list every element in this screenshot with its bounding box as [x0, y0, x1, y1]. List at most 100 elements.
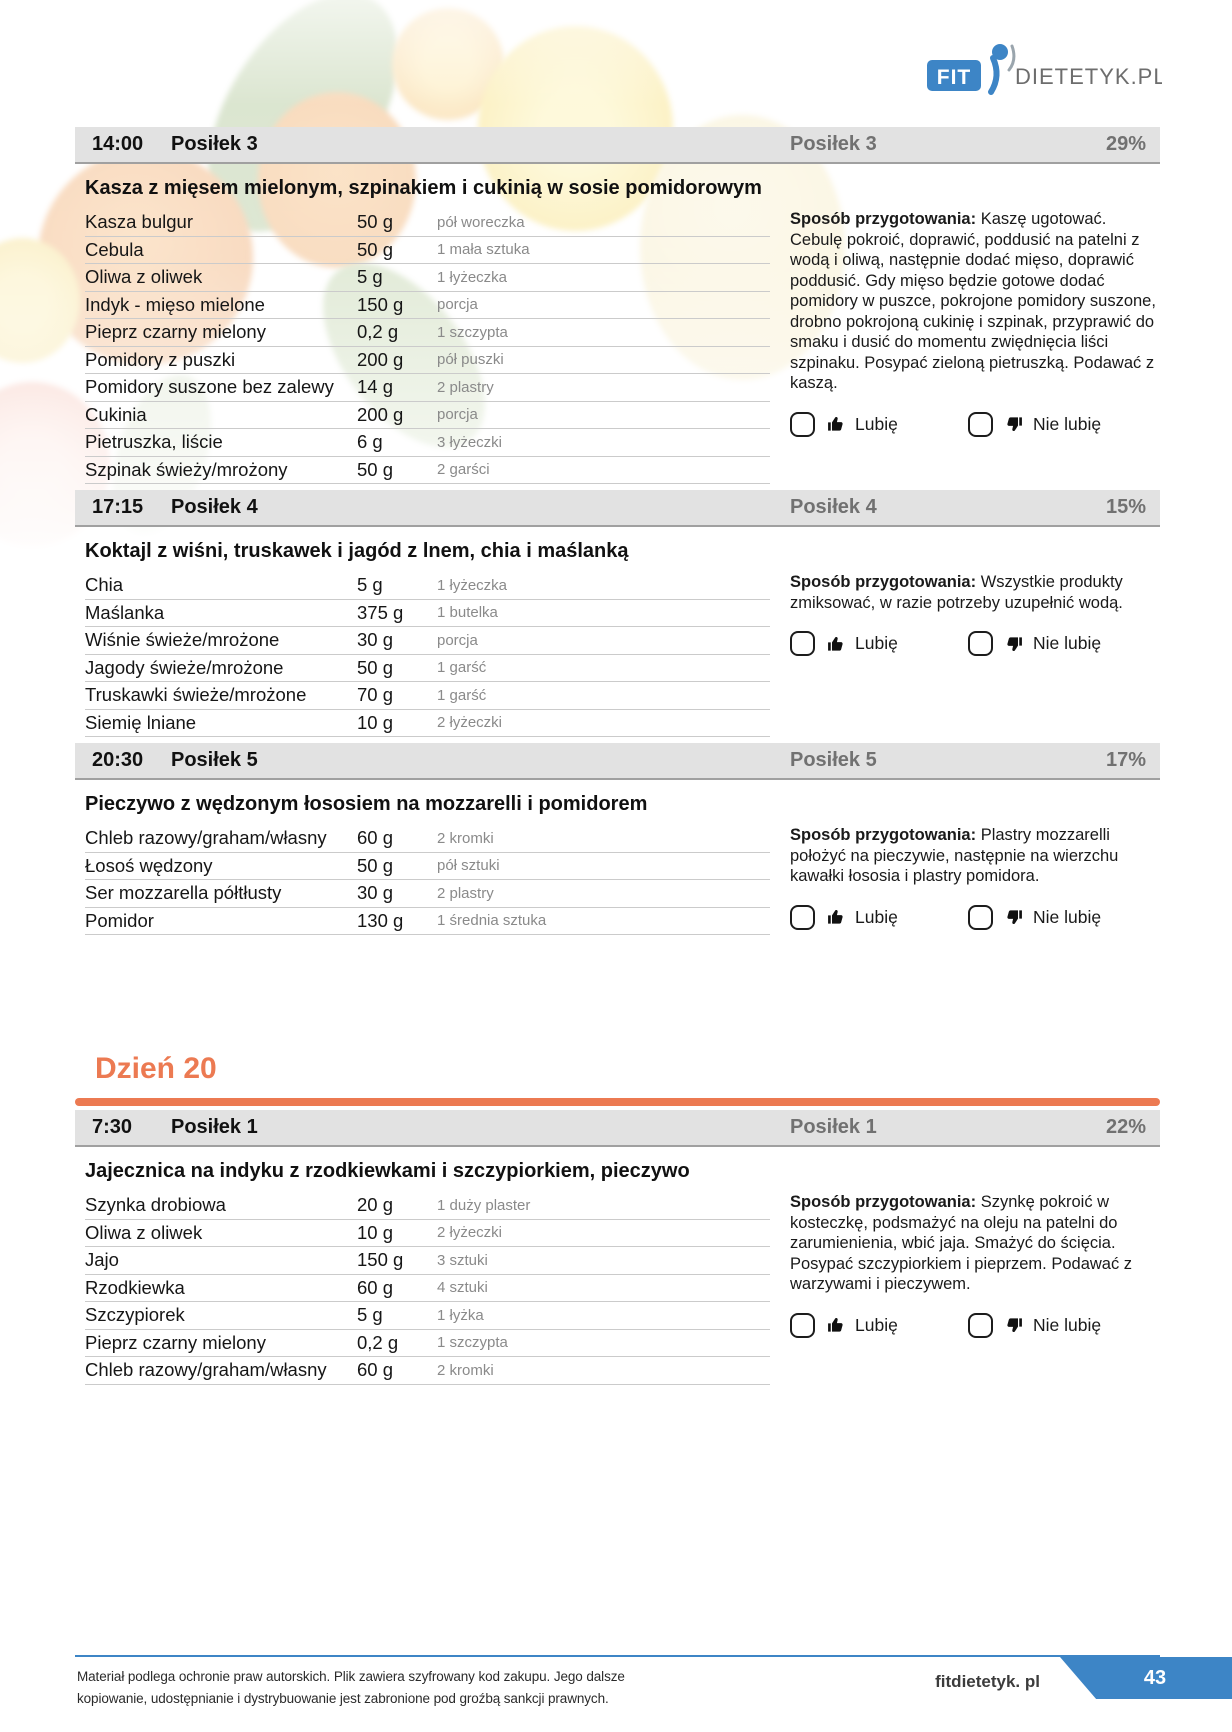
ingredient-name: Cukinia — [85, 403, 147, 425]
meal-header-bar: 14:00 Posiłek 3 Posiłek 3 29% — [75, 127, 1160, 164]
ingredient-amount: 5 g — [357, 574, 383, 596]
ingredient-row: Kasza bulgur 50 g pół woreczka — [85, 209, 770, 237]
ingredients-table: Chleb razowy/graham/własny 60 g 2 kromki… — [85, 825, 770, 935]
ingredient-row: Pietruszka, liście 6 g 3 łyżeczki — [85, 429, 770, 457]
ingredient-amount: 50 g — [357, 656, 394, 678]
ingredient-household-measure: 2 łyżeczki — [437, 714, 503, 732]
ingredient-household-measure: porcja — [437, 296, 478, 314]
preparation-text: Sposób przygotowania: Wszystkie produkty… — [790, 572, 1160, 613]
ingredient-household-measure: 3 łyżeczki — [437, 433, 503, 451]
ingredient-amount: 50 g — [357, 211, 394, 233]
meal-time: 14:00 — [92, 133, 144, 155]
like-checkbox[interactable] — [790, 411, 815, 437]
ingredient-amount: 150 g — [357, 1249, 404, 1271]
logo-person-head — [992, 44, 1008, 60]
dislike-group: Nie lubię — [968, 904, 1146, 930]
ingredient-row: Siemię lniane 10 g 2 łyżeczki — [85, 710, 770, 737]
like-checkbox[interactable] — [790, 631, 815, 656]
recipe-title: Pieczywo z wędzonym łososiem na mozzarel… — [85, 793, 648, 815]
ingredient-row: Cebula 50 g 1 mała sztuka — [85, 237, 770, 264]
ingredient-name: Cebula — [85, 238, 144, 260]
preparation-column: Sposób przygotowania: Wszystkie produkty… — [790, 572, 1160, 656]
footer-copyright: Materiał podlega ochronie praw autorskic… — [77, 1666, 625, 1711]
meal-label: Posiłek 3 — [790, 133, 877, 155]
ingredient-household-measure: 1 garść — [437, 659, 487, 677]
ingredient-row: Maślanka 375 g 1 butelka — [85, 600, 770, 627]
ingredient-household-measure: 1 łyżeczka — [437, 576, 508, 594]
ingredient-row: Wiśnie świeże/mrożone 30 g porcja — [85, 627, 770, 655]
ingredient-amount: 150 g — [357, 293, 404, 315]
ingredient-name: Jagody świeże/mrożone — [85, 656, 284, 678]
like-label: Lubię — [855, 633, 898, 653]
thumb-down-icon — [1007, 417, 1022, 432]
meal-name: Posiłek 5 — [171, 749, 258, 771]
preparation-text: Sposób przygotowania: Kaszę ugotować. Ce… — [790, 209, 1160, 394]
meal-name: Posiłek 1 — [171, 1116, 258, 1138]
preparation-column: Sposób przygotowania: Kaszę ugotować. Ce… — [790, 209, 1160, 437]
ingredient-amount: 70 g — [357, 684, 394, 706]
dislike-checkbox[interactable] — [968, 1312, 993, 1338]
ingredient-row: Oliwa z oliwek 10 g 2 łyżeczki — [85, 1220, 770, 1247]
dislike-checkbox[interactable] — [968, 904, 993, 930]
like-checkbox[interactable] — [790, 1312, 815, 1338]
ingredient-row: Pomidor 130 g 1 średnia sztuka — [85, 908, 770, 935]
ingredient-amount: 60 g — [357, 1359, 394, 1381]
logo-person-body — [988, 55, 1000, 95]
dislike-checkbox[interactable] — [968, 631, 993, 656]
ingredient-amount: 10 g — [357, 1221, 394, 1243]
fitdietetyk-logo: FIT DIETETYK.PL — [927, 38, 1166, 103]
ingredient-household-measure: 2 łyżeczki — [437, 1224, 503, 1242]
ingredient-amount: 60 g — [357, 1276, 394, 1298]
preparation-body: Kaszę ugotować. Cebulę pokroić, doprawić… — [790, 210, 1156, 392]
footer-divider-line — [75, 1655, 1160, 1657]
ingredient-amount: 50 g — [357, 854, 394, 876]
ingredient-amount: 50 g — [357, 458, 394, 480]
ingredient-row: Rzodkiewka 60 g 4 sztuki — [85, 1275, 770, 1302]
ingredient-amount: 30 g — [357, 882, 394, 904]
dislike-group: Nie lubię — [968, 411, 1146, 437]
like-group: Lubię — [790, 1312, 968, 1338]
ingredient-amount: 50 g — [357, 238, 394, 260]
footer-copyright-line2: kopiowanie, udostępnianie i dystrybuowan… — [77, 1691, 609, 1707]
preparation-column: Sposób przygotowania: Plastry mozzarelli… — [790, 825, 1160, 930]
logo-dietetyk-text: DIETETYK.PL — [1015, 64, 1162, 89]
ingredient-household-measure: 1 mała sztuka — [437, 241, 530, 259]
ingredient-household-measure: porcja — [437, 406, 478, 424]
preparation-label: Sposób przygotowania: — [790, 210, 977, 228]
meal-time: 20:30 — [92, 749, 144, 771]
thumb-up-icon — [828, 416, 843, 431]
meal-percent: 29% — [1105, 133, 1146, 155]
logo-fit-text: FIT — [937, 66, 972, 89]
meal-time: 17:15 — [92, 496, 144, 518]
preparation-text: Sposób przygotowania: Szynkę pokroić w k… — [790, 1192, 1160, 1295]
meal-label: Posiłek 5 — [790, 749, 877, 771]
ingredient-row: Chia 5 g 1 łyżeczka — [85, 572, 770, 600]
like-dislike-row: Lubię Nie lubię — [790, 904, 1160, 930]
footer-brand: fitdietetyk. pl — [935, 1672, 1040, 1691]
ingredient-row: Chleb razowy/graham/własny 60 g 2 kromki — [85, 1357, 770, 1385]
thumb-up-icon — [828, 909, 843, 924]
page-number-badge: 43 — [1060, 1657, 1232, 1699]
preparation-label: Sposób przygotowania: — [790, 1193, 977, 1211]
ingredient-name: Oliwa z oliwek — [85, 266, 203, 288]
ingredient-name: Pieprz czarny mielony — [85, 321, 266, 343]
dislike-label: Nie lubię — [1033, 413, 1102, 434]
dislike-checkbox[interactable] — [968, 411, 993, 437]
ingredient-name: Chleb razowy/graham/własny — [85, 1359, 327, 1381]
like-checkbox[interactable] — [790, 904, 815, 930]
ingredient-household-measure: 4 sztuki — [437, 1279, 488, 1297]
ingredient-amount: 200 g — [357, 348, 404, 370]
preparation-body: Wszystkie produkty zmiksować, w razie po… — [790, 573, 1123, 612]
ingredient-name: Łosoś wędzony — [85, 854, 213, 876]
preparation-body: Szynkę pokroić w kosteczkę, podsmażyć na… — [790, 1193, 1133, 1293]
dislike-label: Nie lubię — [1033, 1314, 1102, 1335]
ingredient-amount: 5 g — [357, 1304, 383, 1326]
ingredient-name: Pomidory z puszki — [85, 348, 236, 370]
ingredient-row: Szpinak świeży/mrożony 50 g 2 garści — [85, 457, 770, 484]
meal-section-posilek-1: 7:30 Posiłek 1 Posiłek 1 22% Jajecznica … — [75, 1110, 1160, 1385]
ingredient-household-measure: 1 butelka — [437, 604, 498, 622]
ingredient-household-measure: 2 kromki — [437, 829, 494, 847]
ingredient-name: Szczypiorek — [85, 1304, 185, 1326]
meal-percent: 17% — [1105, 749, 1146, 771]
ingredient-name: Chleb razowy/graham/własny — [85, 827, 327, 849]
